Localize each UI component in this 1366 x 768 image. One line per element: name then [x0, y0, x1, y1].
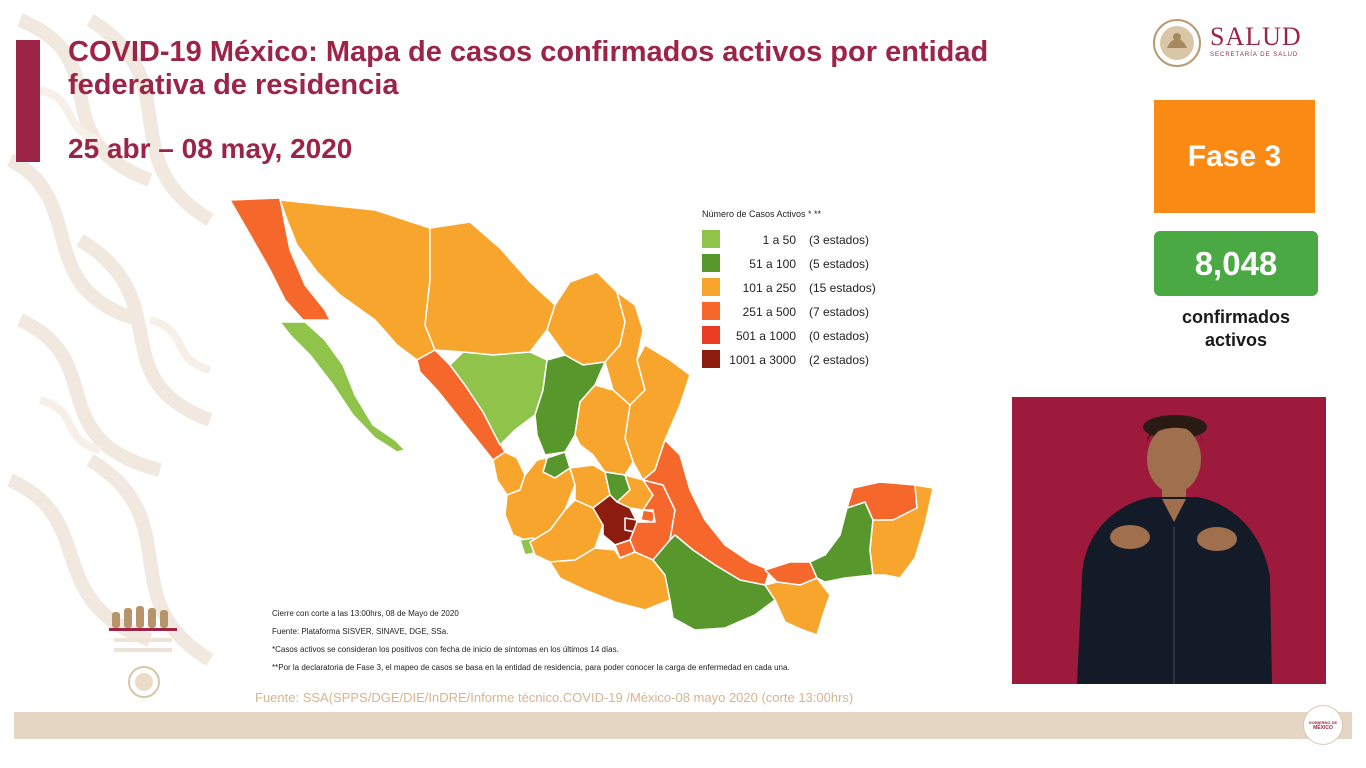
legend-range: 1 a 50 [762, 233, 796, 247]
source-citation: Fuente: SSA(SPPS/DGE/DIE/InDRE/Informe t… [255, 690, 854, 705]
legend-swatch [702, 350, 720, 368]
logo-name: SALUD [1210, 22, 1302, 51]
legend-range: 251 a 500 [742, 305, 796, 319]
footnote-platform: Fuente: Plataforma SISVER, SINAVE, DGE, … [272, 627, 449, 636]
legend-swatch [702, 326, 720, 344]
legend-item: 1001 a 3000 (2 estados) [702, 348, 922, 372]
phase-badge: Fase 3 [1154, 100, 1315, 213]
legend-title: Número de Casos Activos * ** [702, 209, 822, 219]
mexico-states-map [229, 197, 934, 635]
legend-item: 101 a 250 (15 estados) [702, 276, 922, 300]
state-quintana-roo [869, 484, 934, 579]
legend-swatch [702, 254, 720, 272]
date-range: 25 abr – 08 may, 2020 [68, 133, 353, 164]
confirmed-active-label: confirmados activos [1181, 307, 1291, 350]
footnote-active-cases: *Casos activos se consideran los positiv… [272, 645, 619, 654]
legend-swatch [702, 230, 720, 248]
state-baja-california-sur [279, 321, 406, 453]
footnotes: Cierre con corte a las 13:00hrs, 08 de M… [272, 608, 972, 674]
confirmed-active-count: 8,048 [1154, 231, 1318, 296]
legend-item: 1 a 50 (3 estados) [702, 228, 922, 252]
page-title: COVID-19 México: Mapa de casos confirmad… [68, 36, 989, 101]
sign-language-interpreter-video [1012, 397, 1326, 684]
legend-count: (3 estados) [809, 233, 870, 247]
background-ornament-pattern [6, 13, 214, 666]
state-chihuahua [424, 221, 556, 356]
legend-swatch [702, 278, 720, 296]
legend-item: 251 a 500 (7 estados) [702, 300, 922, 324]
historical-heroes-logo [109, 606, 177, 698]
state-durango [449, 351, 548, 446]
salud-logo: SALUD SECRETARÍA DE SALUD [1152, 18, 1322, 70]
legend-count: (5 estados) [809, 257, 870, 271]
title-accent-bar [16, 40, 40, 162]
legend-range: 501 a 1000 [735, 329, 796, 343]
legend-count: (15 estados) [809, 281, 876, 295]
seal-line-1: GOBIERNO DE [1308, 719, 1338, 725]
logo-subtitle: SECRETARÍA DE SALUD [1210, 52, 1299, 58]
legend-swatch [702, 302, 720, 320]
state-coahuila [546, 271, 626, 366]
legend-count: (0 estados) [809, 329, 870, 343]
legend-item: 51 a 100 (5 estados) [702, 252, 922, 276]
legend-range: 101 a 250 [742, 281, 796, 295]
footnote-cutoff: Cierre con corte a las 13:00hrs, 08 de M… [272, 609, 459, 618]
state-chiapas [764, 577, 831, 635]
eagle-emblem-icon [1153, 19, 1201, 67]
legend-count: (7 estados) [809, 305, 870, 319]
seal-line-2: MÉXICO [1313, 724, 1333, 731]
legend-item: 501 a 1000 (0 estados) [702, 324, 922, 348]
gobierno-de-mexico-seal: GOBIERNO DE MÉXICO [1303, 705, 1343, 745]
map-legend: Número de Casos Activos * ** 1 a 50 (3 e… [702, 209, 922, 372]
state-campeche [809, 501, 874, 583]
legend-range: 1001 a 3000 [729, 353, 796, 367]
legend-count: (2 estados) [809, 353, 870, 367]
state-baja-california [229, 197, 331, 321]
footnote-phase3: **Por la declaratoria de Fase 3, el mape… [272, 663, 790, 672]
footer-band [14, 712, 1352, 739]
legend-range: 51 a 100 [749, 257, 796, 271]
